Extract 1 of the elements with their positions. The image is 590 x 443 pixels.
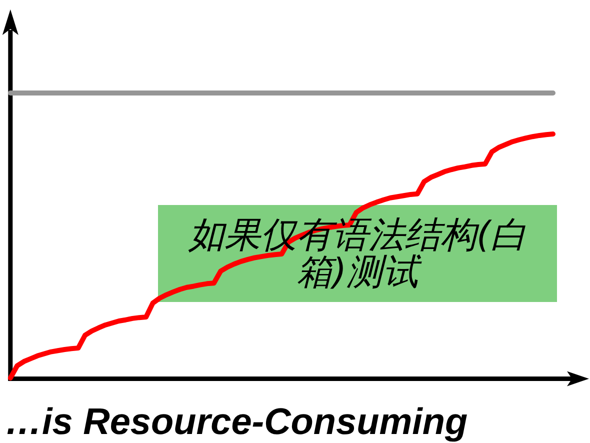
annotation: …is Resource-Consuming [5, 401, 468, 442]
